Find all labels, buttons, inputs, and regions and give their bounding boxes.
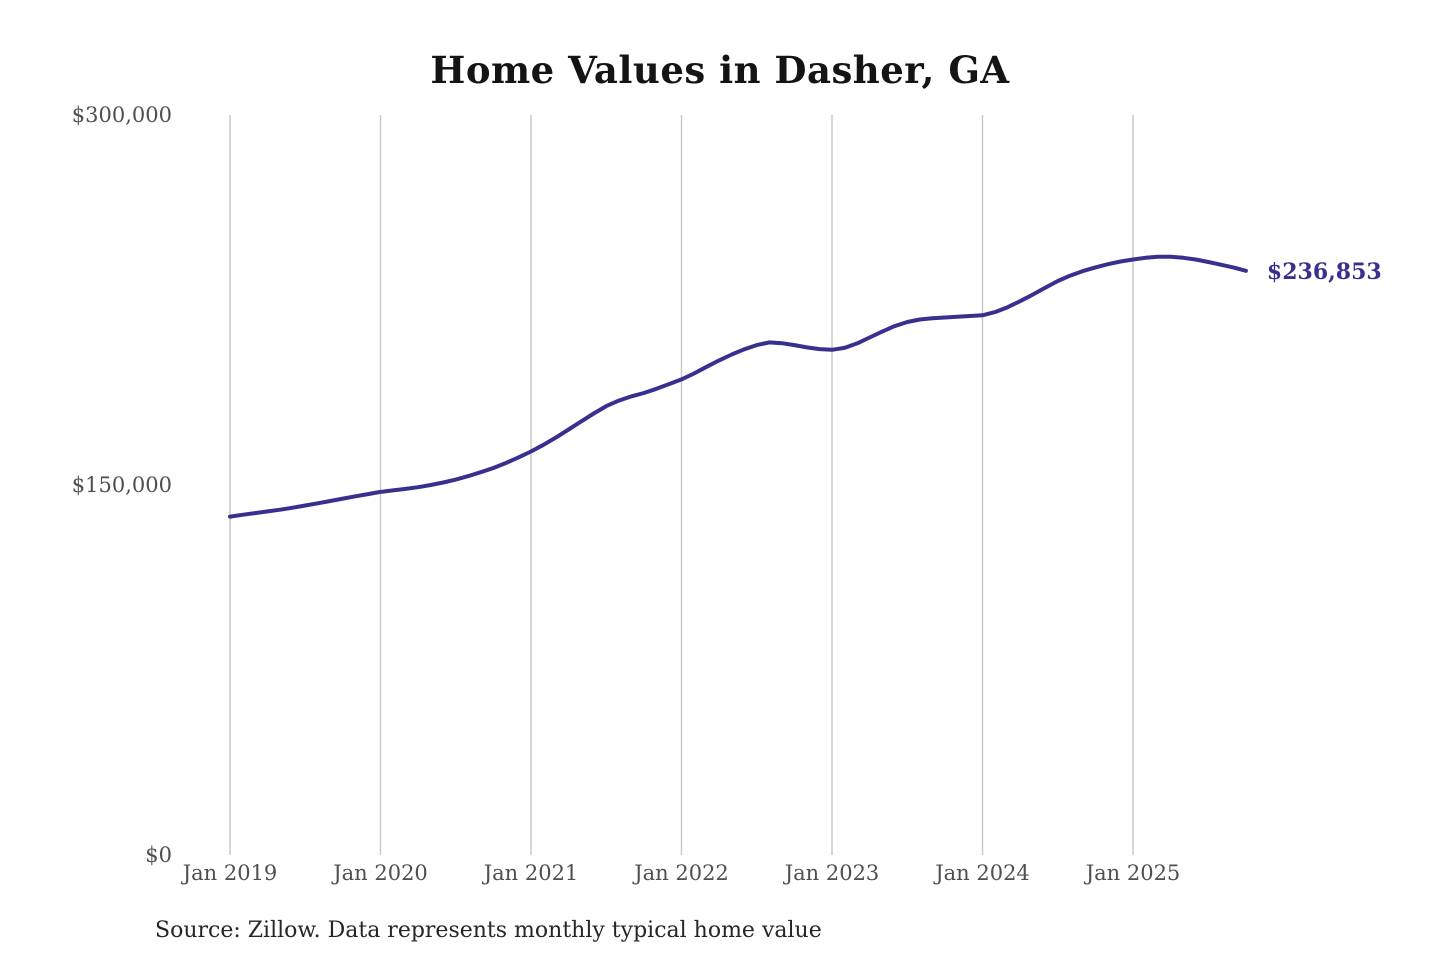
source-note: Source: Zillow. Data represents monthly … <box>155 918 822 943</box>
home-value-line <box>228 254 1248 519</box>
x-gridlines <box>229 115 1134 855</box>
x-tick-label: Jan 2022 <box>632 861 729 885</box>
x-tick-label: Jan 2020 <box>331 861 428 885</box>
y-tick-label: $150,000 <box>72 473 172 497</box>
y-axis-labels: $0 $150,000 $300,000 <box>72 103 172 867</box>
x-tick-label: Jan 2025 <box>1084 861 1181 885</box>
chart-title: Home Values in Dasher, GA <box>430 48 1010 92</box>
latest-value-label: $236,853 <box>1267 259 1382 285</box>
y-tick-label: $300,000 <box>72 103 172 127</box>
y-tick-label: $0 <box>145 843 172 867</box>
x-tick-label: Jan 2019 <box>181 861 278 885</box>
x-tick-label: Jan 2023 <box>783 861 880 885</box>
x-axis-labels: Jan 2019 Jan 2020 Jan 2021 Jan 2022 Jan 2023… <box>181 861 1181 885</box>
x-tick-label: Jan 2021 <box>482 861 579 885</box>
x-tick-label: Jan 2024 <box>933 861 1030 885</box>
